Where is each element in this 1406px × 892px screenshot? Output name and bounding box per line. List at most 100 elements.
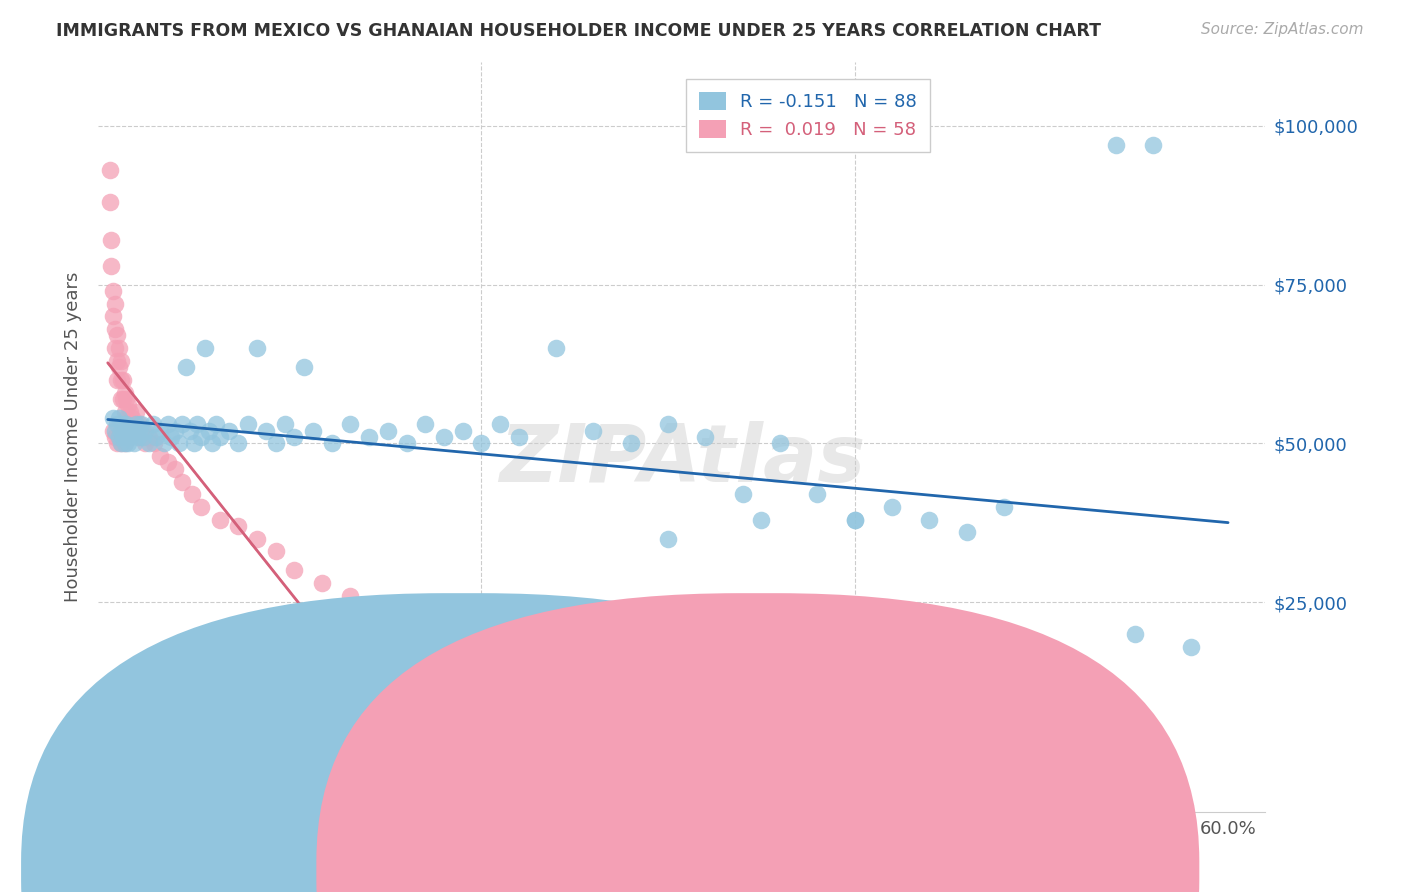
Point: [104, 341, 127, 355]
Point: [993, 500, 1015, 514]
Point: [111, 430, 134, 444]
Point: [339, 589, 361, 603]
Point: [619, 436, 641, 450]
Point: [125, 417, 148, 432]
Point: [115, 430, 138, 444]
Point: [125, 405, 148, 419]
Point: [208, 513, 231, 527]
Text: Ghanaians: Ghanaians: [787, 862, 876, 880]
Point: [582, 424, 605, 438]
Point: [114, 405, 136, 419]
Point: [544, 341, 567, 355]
Point: [956, 525, 979, 540]
Point: [205, 417, 228, 432]
Point: [489, 417, 512, 432]
Point: [117, 398, 139, 412]
Point: [264, 544, 287, 558]
Point: [110, 436, 132, 450]
Point: [190, 430, 212, 444]
Point: [321, 436, 343, 450]
Point: [108, 341, 131, 355]
Point: [105, 373, 128, 387]
Point: [179, 424, 201, 438]
Point: [186, 417, 208, 432]
Point: [105, 328, 128, 343]
Point: [105, 436, 128, 450]
Point: [117, 424, 139, 438]
Point: [98, 195, 121, 210]
Point: [201, 436, 224, 450]
Point: [228, 436, 250, 450]
Point: [108, 411, 131, 425]
Point: [142, 417, 165, 432]
Point: [167, 436, 190, 450]
Point: [806, 487, 828, 501]
Point: [103, 411, 125, 425]
Point: [246, 341, 269, 355]
Point: [156, 417, 179, 432]
Point: [104, 297, 127, 311]
Text: Immigrants from Mexico: Immigrants from Mexico: [492, 862, 695, 880]
Text: ZIPAtlas: ZIPAtlas: [499, 420, 865, 499]
Point: [114, 436, 136, 450]
Point: [163, 424, 186, 438]
Point: [115, 392, 138, 406]
Point: [433, 430, 456, 444]
Point: [936, 627, 959, 641]
Point: [120, 430, 142, 444]
Point: [104, 430, 127, 444]
Point: [127, 424, 149, 438]
Point: [114, 385, 136, 400]
Point: [104, 322, 127, 336]
Point: [114, 424, 136, 438]
Point: [163, 462, 186, 476]
Point: [121, 411, 143, 425]
Point: [104, 424, 127, 438]
Point: [283, 430, 305, 444]
Point: [470, 436, 492, 450]
Text: IMMIGRANTS FROM MEXICO VS GHANAIAN HOUSEHOLDER INCOME UNDER 25 YEARS CORRELATION: IMMIGRANTS FROM MEXICO VS GHANAIAN HOUSE…: [56, 22, 1101, 40]
Point: [413, 417, 436, 432]
Point: [110, 436, 132, 450]
Point: [274, 417, 297, 432]
Point: [138, 430, 160, 444]
Point: [695, 430, 717, 444]
Y-axis label: Householder Income Under 25 years: Householder Income Under 25 years: [63, 272, 82, 602]
Point: [121, 424, 143, 438]
Point: [190, 500, 212, 514]
Point: [110, 392, 132, 406]
Point: [160, 430, 183, 444]
Point: [111, 430, 134, 444]
Point: [143, 436, 166, 450]
Point: [108, 430, 131, 444]
Point: [844, 513, 866, 527]
Point: [236, 417, 259, 432]
Point: [111, 417, 134, 432]
Point: [122, 417, 145, 432]
Point: [1123, 627, 1146, 641]
Point: [100, 233, 122, 247]
Point: [657, 532, 679, 546]
Point: [149, 449, 172, 463]
Point: [208, 430, 231, 444]
Point: [218, 424, 240, 438]
Point: [228, 519, 250, 533]
Point: [115, 417, 138, 432]
Point: [103, 284, 125, 298]
Point: [1105, 138, 1128, 153]
Point: [98, 163, 121, 178]
Point: [359, 430, 381, 444]
Point: [194, 341, 217, 355]
Point: [918, 513, 941, 527]
Point: [149, 424, 172, 438]
Point: [1180, 640, 1202, 654]
Point: [769, 436, 792, 450]
Point: [103, 424, 125, 438]
Point: [134, 424, 156, 438]
Point: [731, 487, 754, 501]
Point: [110, 354, 132, 368]
Point: [111, 373, 134, 387]
Point: [302, 424, 325, 438]
Point: [292, 360, 315, 375]
Point: [508, 430, 530, 444]
